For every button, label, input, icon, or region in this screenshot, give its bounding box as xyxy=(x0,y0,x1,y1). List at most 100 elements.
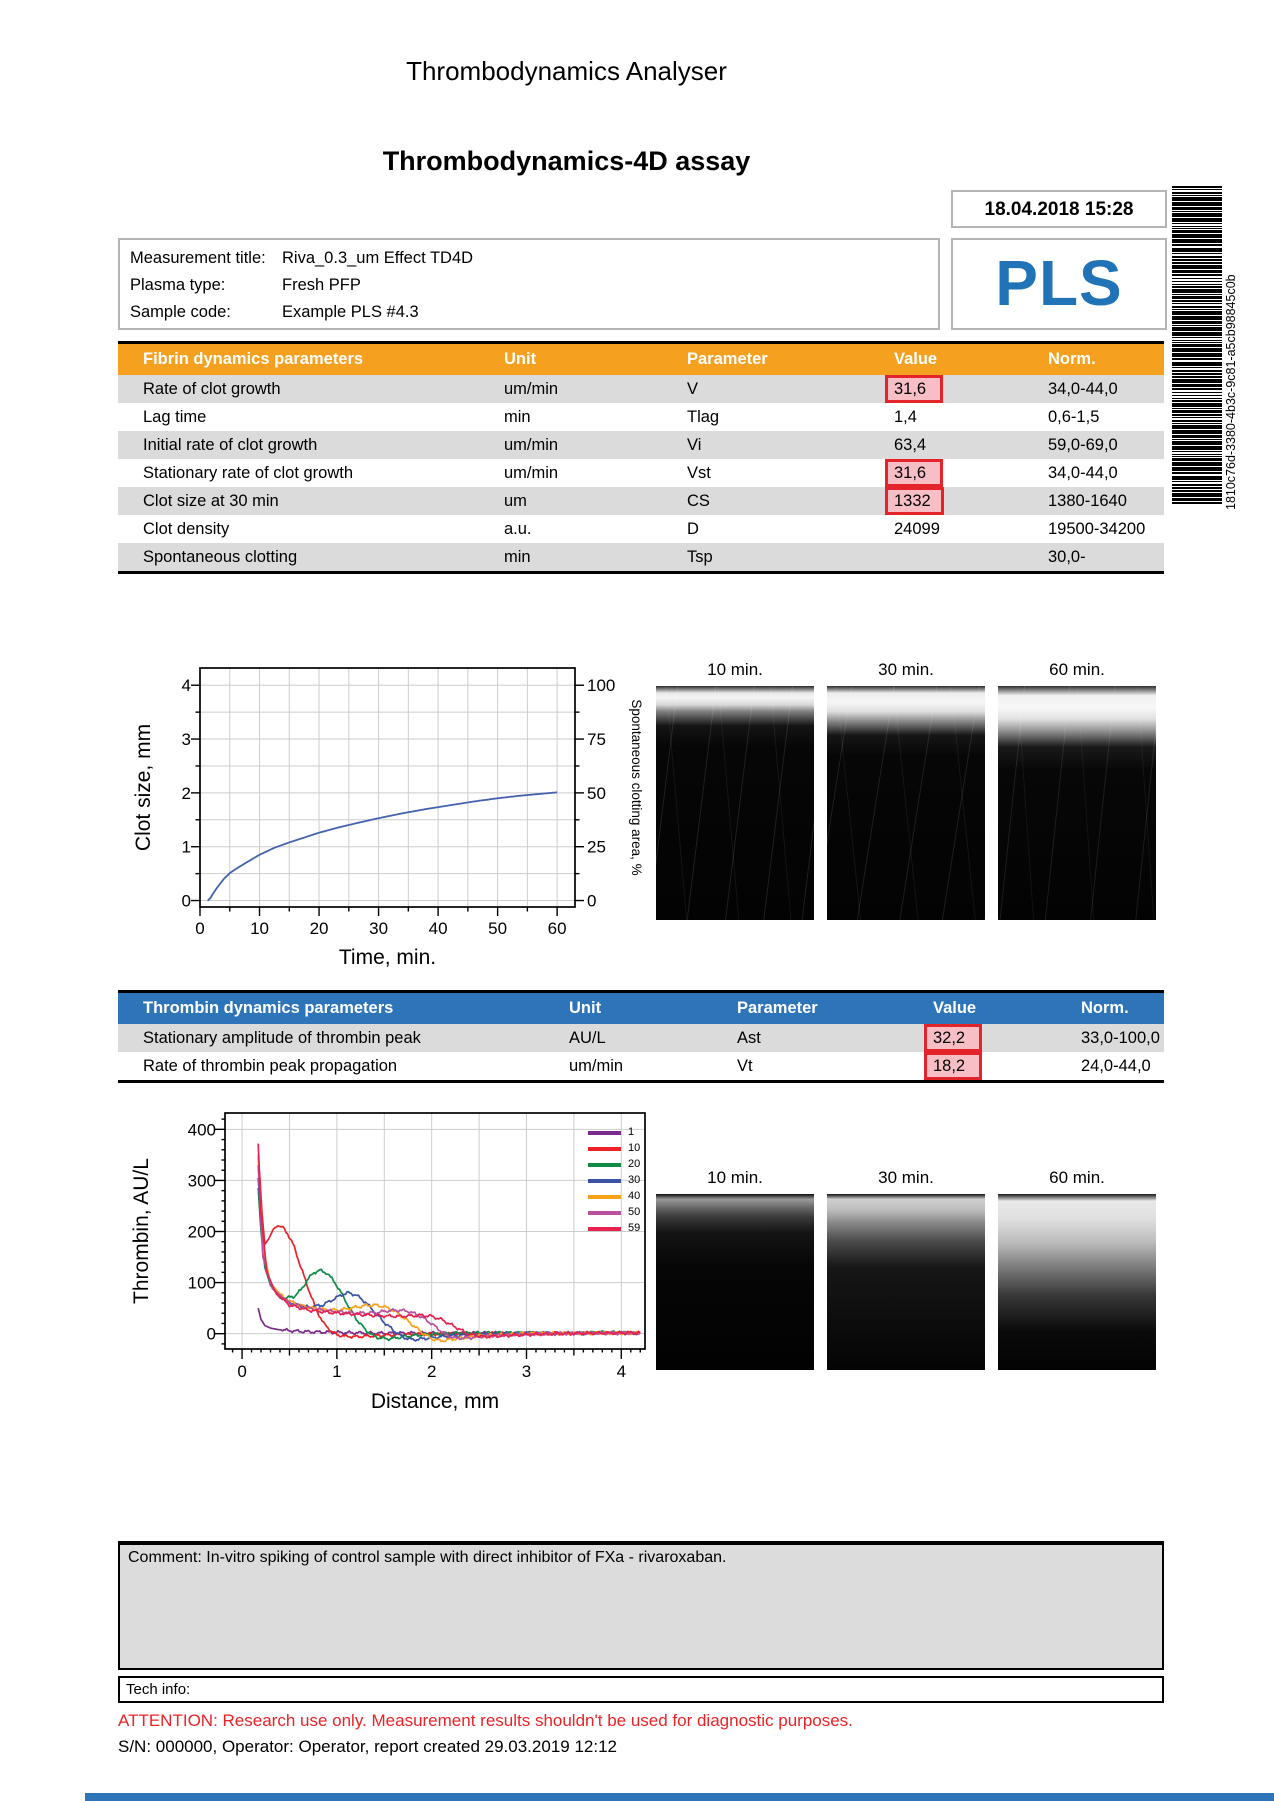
value-cell: 32,2 xyxy=(924,1024,1081,1052)
norm-cell: 59,0-69,0 xyxy=(1048,435,1118,454)
value-cell: 1,4 xyxy=(894,407,1048,427)
table-row: Stationary amplitude of thrombin peak AU… xyxy=(118,1024,1164,1052)
unit-cell: um/min xyxy=(569,1056,624,1075)
unit-cell: min xyxy=(504,407,531,426)
datetime-text: 18.04.2018 15:28 xyxy=(984,199,1134,220)
norm-cell: 34,0-44,0 xyxy=(1048,463,1118,482)
value-badge: 24099 xyxy=(894,520,940,538)
svg-text:200: 200 xyxy=(188,1223,216,1242)
comment-text: Comment: In-vitro spiking of control sam… xyxy=(128,1549,727,1566)
svg-text:10: 10 xyxy=(250,919,269,938)
header-cell: Norm. xyxy=(1048,350,1096,368)
pls-logo-text: PLS xyxy=(995,247,1123,319)
table-row: Rate of thrombin peak propagation um/min… xyxy=(118,1052,1164,1080)
fibrin-snapshot-image-60min xyxy=(998,686,1156,920)
norm-cell: 1380-1640 xyxy=(1048,491,1127,510)
sample-info-label: Sample code: xyxy=(130,303,231,321)
thrombin-table: Thrombin dynamics parameters Unit Parame… xyxy=(118,990,1164,1083)
legend-item-label: 10 xyxy=(628,1142,641,1154)
parameter-name-cell: Lag time xyxy=(143,407,207,426)
header-cell: Thrombin dynamics parameters xyxy=(143,999,394,1017)
svg-text:40: 40 xyxy=(429,919,448,938)
svg-text:Time, min.: Time, min. xyxy=(339,946,436,969)
unit-cell: um/min xyxy=(504,463,559,482)
comment-box: Comment: In-vitro spiking of control sam… xyxy=(118,1541,1164,1670)
value-badge: 63,4 xyxy=(894,436,927,454)
svg-text:Spontaneous clotting area, %: Spontaneous clotting area, % xyxy=(629,699,644,875)
header-cell: Parameter xyxy=(687,350,768,368)
svg-text:Distance, mm: Distance, mm xyxy=(371,1390,499,1413)
parameter-cell: V xyxy=(687,379,699,398)
thrombin-snapshot-label: 10 min. xyxy=(707,1168,763,1187)
legend-item: 30 xyxy=(588,1175,640,1186)
legend-color-line xyxy=(588,1130,621,1135)
svg-text:4: 4 xyxy=(617,1362,626,1381)
norm-cell: 34,0-44,0 xyxy=(1048,379,1118,398)
parameter-name-cell: Clot size at 30 min xyxy=(143,491,279,510)
svg-text:400: 400 xyxy=(188,1120,216,1139)
fibrin-snapshot-label: 10 min. xyxy=(707,660,763,679)
fibrin-snapshot-image-30min xyxy=(827,686,985,920)
thrombin-snapshot-image-60min xyxy=(998,1194,1156,1370)
norm-cell: 33,0-100,0 xyxy=(1081,1028,1160,1047)
legend-item-label: 40 xyxy=(628,1190,641,1202)
legend-color-line xyxy=(588,1210,621,1215)
table-row: Initial rate of clot growth um/min Vi 63… xyxy=(118,431,1164,459)
svg-text:1: 1 xyxy=(182,838,191,857)
value-badge: 31,6 xyxy=(885,375,943,403)
header-cell: Value xyxy=(933,999,977,1017)
parameter-name-cell: Stationary amplitude of thrombin peak xyxy=(143,1028,421,1047)
header-cell: Fibrin dynamics parameters xyxy=(143,350,364,368)
header-cell: Parameter xyxy=(737,999,818,1017)
header-cell: Unit xyxy=(504,350,537,368)
svg-text:3: 3 xyxy=(522,1362,531,1381)
value-cell xyxy=(894,548,1048,567)
unit-cell: min xyxy=(504,547,531,566)
value-badge: 1,4 xyxy=(894,408,917,426)
legend-color-line xyxy=(588,1146,621,1151)
value-cell: 31,6 xyxy=(885,375,1048,403)
svg-text:25: 25 xyxy=(587,838,606,857)
tech-info-label: Tech info: xyxy=(126,1681,191,1698)
value-badge: 31,6 xyxy=(885,459,943,487)
value-cell: 31,6 xyxy=(885,459,1048,487)
thrombin-table-header-row: Thrombin dynamics parameters Unit Parame… xyxy=(118,993,1164,1024)
legend-item: 40 xyxy=(588,1191,640,1202)
sample-info-row: Sample code: Example PLS #4.3 xyxy=(130,299,938,326)
attention-text: ATTENTION: Research use only. Measuremen… xyxy=(118,1711,853,1730)
svg-text:100: 100 xyxy=(188,1274,216,1293)
barcode-bars xyxy=(1172,186,1222,510)
svg-text:0: 0 xyxy=(587,892,596,911)
legend-color-line xyxy=(588,1178,621,1183)
sample-info-value: Example PLS #4.3 xyxy=(282,303,419,321)
norm-cell: 0,6-1,5 xyxy=(1048,407,1100,426)
table-row: Stationary rate of clot growth um/min Vs… xyxy=(118,459,1164,487)
svg-text:100: 100 xyxy=(587,676,615,695)
unit-cell: um/min xyxy=(504,435,559,454)
parameter-cell: Ast xyxy=(737,1028,761,1047)
fibrin-snapshot-image-10min xyxy=(656,686,814,920)
fibrin-snapshot-label: 60 min. xyxy=(1049,660,1105,679)
footer-bar xyxy=(85,1793,1274,1801)
parameter-cell: Vt xyxy=(737,1056,753,1075)
svg-text:1: 1 xyxy=(332,1362,341,1381)
svg-text:3: 3 xyxy=(182,730,191,749)
unit-cell: AU/L xyxy=(569,1028,606,1047)
parameter-name-cell: Rate of clot growth xyxy=(143,379,281,398)
parameter-name-cell: Initial rate of clot growth xyxy=(143,435,318,454)
legend-item: 10 xyxy=(588,1143,640,1154)
legend-color-line xyxy=(588,1226,621,1231)
thrombin-snapshot-image-10min xyxy=(656,1194,814,1370)
legend-item-label: 20 xyxy=(628,1158,641,1170)
svg-text:4: 4 xyxy=(182,676,191,695)
sample-info-label: Plasma type: xyxy=(130,276,226,294)
clot-size-chart: 0 10 20 30 40 50 60012340255075100Spontaneous … xyxy=(132,667,644,969)
parameter-cell: Vst xyxy=(687,463,711,482)
table-row: Clot size at 30 min um CS 1332 1380-1640 xyxy=(118,487,1164,515)
legend-item: 20 xyxy=(588,1159,640,1170)
svg-text:300: 300 xyxy=(188,1171,216,1190)
sample-info-row: Measurement title: Riva_0.3_um Effect TD… xyxy=(130,245,938,272)
svg-text:75: 75 xyxy=(587,730,606,749)
norm-cell: 24,0-44,0 xyxy=(1081,1056,1151,1075)
